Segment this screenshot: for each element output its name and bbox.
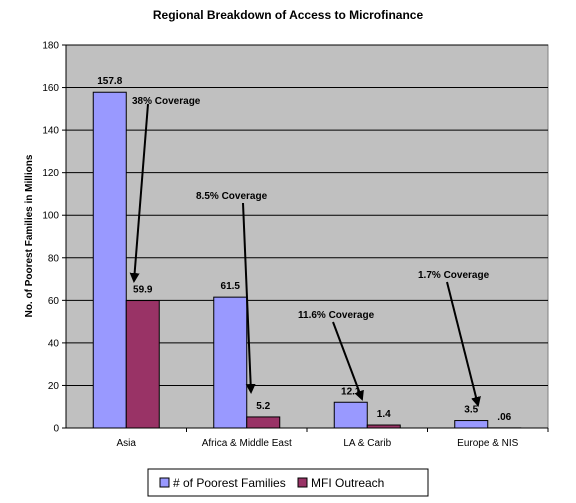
y-tick-label: 140	[42, 126, 59, 137]
y-tick-label: 60	[48, 296, 60, 307]
annotation-arrow	[129, 103, 149, 283]
x-tick-label: Europe & NIS	[457, 438, 518, 449]
x-tick-label: Asia	[117, 438, 137, 449]
coverage-annotation: 1.7% Coverage	[418, 270, 490, 281]
coverage-annotation: 38% Coverage	[132, 96, 201, 107]
annotation-arrow	[446, 281, 481, 407]
data-label: 61.5	[221, 281, 241, 292]
annotation-arrow	[332, 321, 364, 401]
annotation-arrow	[242, 202, 256, 394]
bar	[333, 401, 368, 429]
legend-swatch	[297, 477, 308, 488]
legend-entry: MFI Outreach	[311, 476, 384, 490]
data-label: 157.8	[97, 76, 122, 87]
chart-title: Regional Breakdown of Access to Microfin…	[153, 8, 424, 22]
legend: # of Poorest Families MFI Outreach	[147, 468, 429, 497]
y-axis-label: No. of Poorest Families in Millions	[24, 154, 35, 317]
coverage-annotation: 11.6% Coverage	[298, 310, 375, 321]
bar	[92, 91, 127, 429]
data-label: 59.9	[133, 285, 153, 296]
data-label: 12.1	[341, 386, 361, 397]
bar	[454, 420, 489, 429]
data-label: 5.2	[256, 401, 270, 412]
data-label: 1.4	[377, 409, 391, 420]
legend-entry: # of Poorest Families	[173, 476, 286, 490]
x-tick-label: Africa & Middle East	[202, 438, 292, 449]
y-tick-label: 80	[48, 253, 60, 264]
bar	[213, 296, 248, 429]
y-tick-label: 180	[42, 41, 59, 52]
y-tick-label: 0	[53, 424, 59, 435]
y-tick-label: 100	[42, 211, 59, 222]
x-tick-label: LA & Carib	[343, 438, 391, 449]
y-tick-label: 120	[42, 168, 59, 179]
y-tick-label: 40	[48, 338, 60, 349]
bar	[246, 416, 281, 429]
legend-box	[147, 468, 429, 497]
plot-area: 0 20 40 60 80 100 120 140 160 180 157.8 59.9 Asia 61.…	[42, 41, 549, 449]
data-label: 3.5	[464, 405, 478, 416]
y-tick-label: 20	[48, 381, 60, 392]
coverage-annotation: 8.5% Coverage	[196, 191, 268, 202]
y-tick-label: 160	[42, 83, 59, 94]
bar	[125, 300, 160, 429]
legend-swatch	[159, 477, 170, 488]
data-label: .06	[497, 412, 511, 423]
